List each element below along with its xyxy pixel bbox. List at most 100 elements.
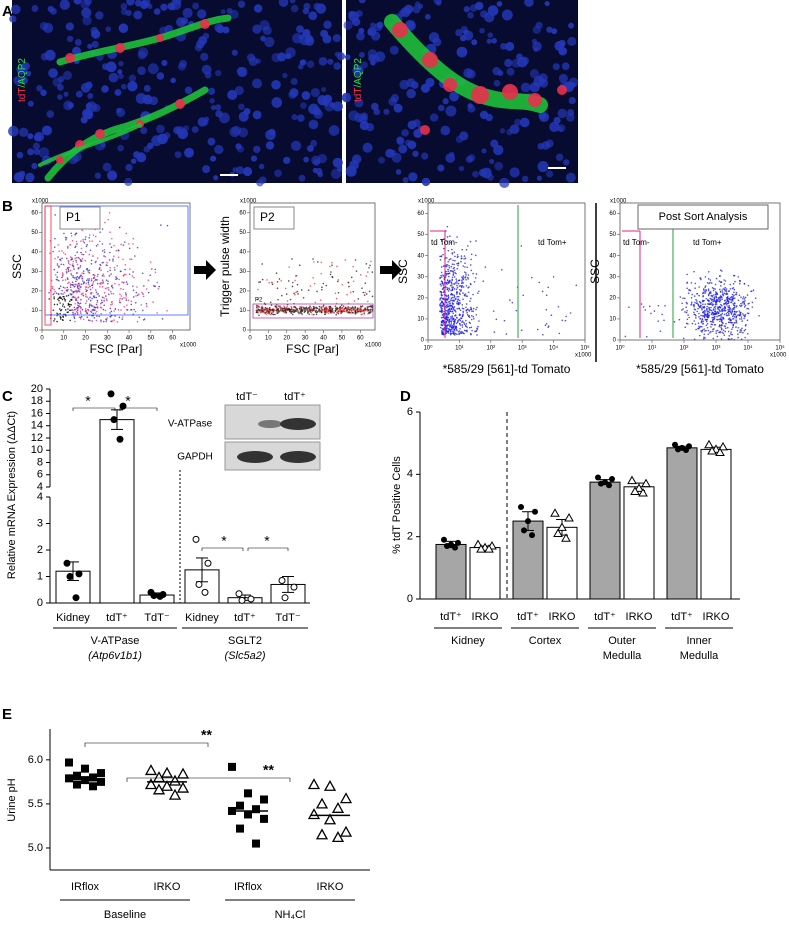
event-dot [719, 269, 722, 272]
event-dot [686, 318, 689, 321]
event-dot [461, 320, 464, 322]
event-dot [69, 269, 72, 272]
event-dot [726, 292, 728, 294]
x-tick-label: 10¹ [455, 346, 464, 352]
data-point [323, 779, 337, 791]
event-dot [686, 309, 688, 312]
event-dot [735, 316, 737, 319]
event-dot [465, 285, 468, 287]
nucleus [43, 22, 54, 34]
event-dot [729, 298, 731, 301]
event-dot [447, 294, 450, 296]
event-dot [456, 282, 458, 284]
nucleus [373, 108, 381, 116]
event-dot [459, 324, 462, 326]
data-point [192, 535, 200, 543]
event-dot [710, 326, 712, 328]
event-dot [744, 296, 747, 299]
nucleus [302, 7, 310, 15]
nucleus [277, 52, 287, 62]
event-dot [289, 298, 292, 301]
event-dot [730, 301, 732, 304]
event-dot [330, 309, 333, 312]
event-dot [466, 330, 468, 333]
event-dot [455, 293, 458, 295]
nucleus [231, 49, 238, 56]
nucleus [317, 153, 327, 164]
event-dot [296, 307, 298, 310]
event-dot [458, 330, 461, 332]
x-tick-label: tdT⁺ [671, 611, 693, 623]
event-dot [440, 321, 443, 324]
nucleus [438, 104, 445, 112]
x-axis-title: *585/29 [561]-td Tomato [636, 362, 764, 376]
event-dot [91, 297, 93, 300]
event-dot [721, 296, 723, 299]
y-tick-label: 60 [609, 211, 616, 217]
event-dot [448, 321, 450, 324]
data-point [484, 544, 494, 553]
event-dot [69, 319, 71, 322]
event-dot [439, 302, 442, 305]
event-dot [62, 279, 64, 282]
event-dot [88, 304, 91, 307]
event-dot [469, 322, 471, 324]
event-dot [709, 279, 712, 281]
y-tick-label: 4 [37, 481, 43, 493]
y-tick-label: 30 [239, 269, 246, 275]
event-dot [101, 301, 104, 304]
event-dot [270, 312, 273, 314]
bar [512, 520, 544, 600]
event-dot [76, 283, 78, 286]
event-dot [462, 292, 464, 294]
event-dot [711, 303, 713, 305]
event-dot [283, 307, 286, 310]
nucleus [226, 7, 233, 14]
plot-frame [41, 202, 191, 331]
event-dot [447, 296, 450, 299]
event-dot [717, 300, 720, 302]
event-dot [698, 294, 700, 297]
event-dot [455, 325, 458, 328]
event-dot [342, 305, 345, 307]
event-dot [105, 264, 108, 266]
event-dot [342, 309, 345, 312]
event-dot [719, 290, 722, 293]
x-tick-label: 10⁰ [615, 345, 625, 352]
event-dot [450, 324, 453, 326]
event-dot [269, 313, 272, 316]
event-dot [79, 258, 82, 261]
event-dot [73, 306, 76, 309]
event-dot [351, 311, 354, 314]
event-dot [132, 289, 135, 291]
nucleus [389, 45, 399, 55]
event-dot [465, 248, 468, 251]
event-dot [723, 283, 726, 285]
event-dot [737, 336, 739, 339]
event-dot [442, 297, 445, 300]
bar [623, 486, 655, 600]
nucleus [285, 53, 292, 60]
event-dot [270, 304, 273, 306]
event-dot [290, 306, 293, 309]
event-dot [453, 300, 455, 302]
event-dot [122, 258, 124, 261]
event-dot [62, 263, 65, 266]
event-dot [454, 259, 456, 262]
event-dot [442, 291, 445, 294]
x-tick-label: 50 [339, 336, 346, 342]
nucleus [321, 86, 327, 93]
event-dot [346, 306, 349, 308]
event-dot [334, 310, 337, 313]
event-dot [442, 274, 444, 276]
event-dot [718, 325, 720, 328]
nucleus [207, 87, 216, 95]
nucleus [40, 52, 49, 61]
event-dot [101, 299, 103, 302]
event-dot [95, 310, 98, 313]
event-dot [118, 299, 121, 302]
event-dot [440, 297, 442, 299]
event-dot [348, 285, 350, 288]
event-dot [722, 288, 725, 290]
event-dot [348, 309, 351, 311]
